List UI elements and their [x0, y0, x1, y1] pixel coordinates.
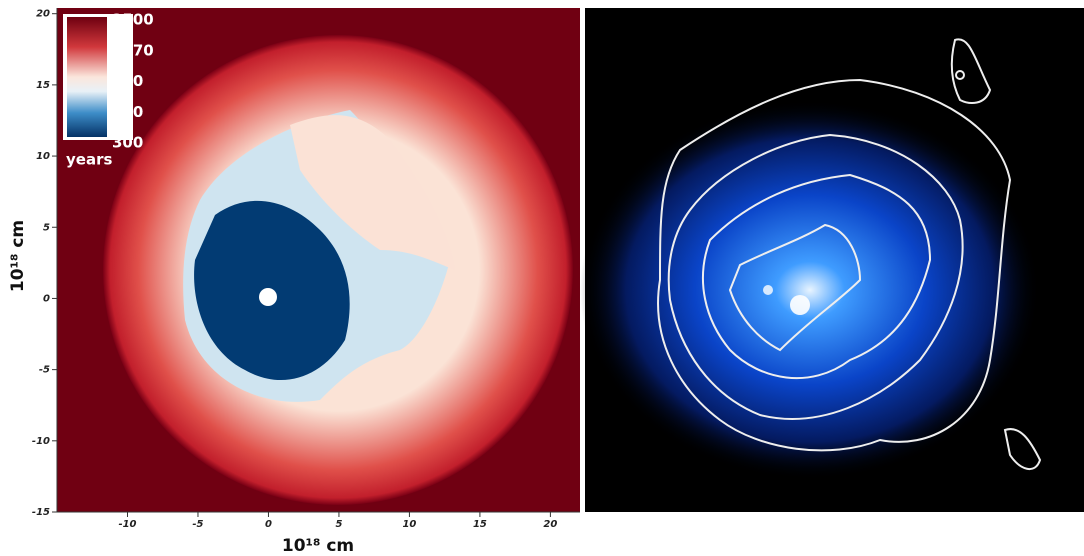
y-tick-label: -5 [39, 365, 50, 376]
source [763, 285, 773, 295]
y-tick-label: -15 [32, 507, 50, 518]
x-tick-label: -10 [118, 519, 136, 530]
colorbar-tick-label: 720 [112, 72, 143, 90]
y-tick-label: 10 [36, 151, 50, 162]
x-tick-label: 15 [473, 519, 487, 530]
colorbar-tick-label: 300 [112, 134, 143, 152]
y-tick-label: -10 [32, 436, 50, 447]
colorbar-tick-label: 1370 [112, 41, 154, 59]
y-tick-label: 20 [36, 9, 50, 20]
x-tick-label: 5 [335, 519, 342, 530]
colorbar-tick-label: 2500 [112, 11, 154, 29]
figure: 10¹⁸ cm 10¹⁸ cm -10 -5 0 5 10 15 20 -15 -10 -5 0 5 1… [0, 0, 1084, 556]
x-axis-label: 10¹⁸ cm [282, 536, 354, 556]
colorbar [67, 17, 107, 137]
x-tick-label: 20 [543, 519, 557, 530]
x-tick-label: -5 [192, 519, 203, 530]
star [259, 288, 277, 306]
y-tick-label: 5 [43, 222, 50, 233]
y-tick-label: 0 [43, 293, 50, 304]
x-tick-label: 0 [265, 519, 272, 530]
colorbar-tick-label: 380 [112, 103, 143, 121]
y-axis-label: 10¹⁸ cm [8, 220, 28, 292]
x-tick-label: 10 [402, 519, 416, 530]
y-tick-label: 15 [36, 80, 50, 91]
bright-source [790, 295, 810, 315]
emission [580, 100, 1040, 480]
xray-panel [580, 8, 1084, 512]
colorbar-label: years [66, 151, 112, 169]
